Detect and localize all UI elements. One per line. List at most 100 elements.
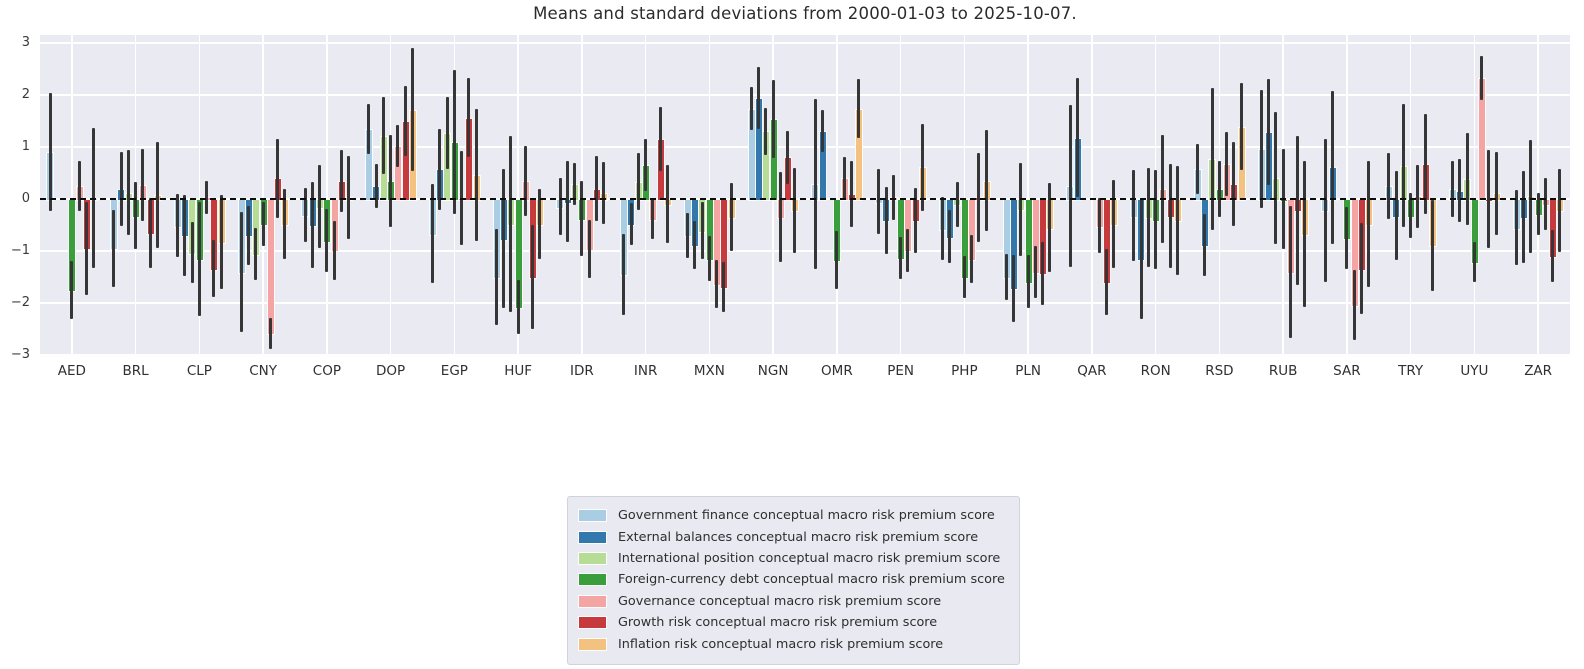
x-tick-label-PEN: PEN: [887, 363, 915, 379]
errorbar-PHP-intl-position: [955, 181, 959, 227]
errorbar-HUF-inflation-risk: [538, 189, 542, 259]
gridline-x-OMR: [836, 35, 838, 355]
errorbar-RUB-inflation-risk: [1303, 160, 1307, 308]
errorbar-NGN-gov-finance: [749, 86, 753, 131]
errorbar-PLN-ext-balances: [1012, 254, 1016, 323]
errorbar-RUB-governance: [1288, 205, 1292, 338]
x-tick-label-RUB: RUB: [1268, 363, 1298, 379]
errorbar-PHP-gov-finance: [941, 197, 945, 260]
errorbar-TRY-growth-risk: [1423, 114, 1427, 215]
errorbar-ZAR-intl-position: [1529, 140, 1533, 253]
errorbar-IDR-ext-balances: [565, 161, 569, 243]
x-tick-label-TRY: TRY: [1398, 363, 1424, 379]
legend-swatch-icon-inflation-risk: [578, 637, 607, 651]
errorbar-PLN-intl-position: [1019, 162, 1023, 257]
errorbar-EGP-governance: [460, 151, 464, 245]
errorbar-RSD-gov-finance: [1196, 144, 1200, 195]
errorbar-EGP-intl-position: [445, 96, 449, 170]
gridline-x-QAR: [1091, 35, 1093, 355]
errorbar-PHP-inflation-risk: [984, 130, 988, 232]
errorbar-INR-inflation-risk: [665, 165, 669, 244]
errorbar-NGN-governance: [778, 172, 782, 262]
x-tick-label-CLP: CLP: [186, 363, 212, 379]
errorbar-PLN-governance: [1033, 245, 1037, 298]
legend-item-gov-finance: Government finance conceptual macro risk…: [578, 505, 1005, 526]
errorbar-UYU-fc-debt: [1472, 242, 1476, 282]
errorbar-NGN-growth-risk: [786, 130, 790, 184]
errorbar-CLP-growth-risk: [212, 240, 216, 298]
legend-swatch-icon-gov-finance: [578, 509, 607, 523]
errorbar-SAR-growth-risk: [1359, 222, 1363, 315]
errorbar-INR-gov-finance: [622, 233, 626, 315]
errorbar-NGN-ext-balances: [757, 66, 761, 130]
errorbar-QAR-inflation-risk: [1112, 179, 1116, 269]
x-tick-label-CNY: CNY: [249, 363, 278, 379]
x-tick-label-PLN: PLN: [1015, 363, 1041, 379]
errorbar-CLP-ext-balances: [183, 194, 187, 276]
gridline-x-CNY: [262, 35, 264, 355]
chart-title: Means and standard deviations from 2000-…: [533, 4, 1077, 23]
gridline-x-MXN: [708, 35, 711, 355]
errorbar-MXN-ext-balances: [693, 221, 697, 270]
errorbar-CLP-inflation-risk: [219, 195, 223, 289]
errorbar-BRL-fc-debt: [134, 181, 138, 250]
errorbar-AED-governance: [77, 161, 81, 211]
errorbar-IDR-growth-risk: [594, 155, 598, 222]
errorbar-IDR-inflation-risk: [602, 161, 606, 224]
errorbar-OMR-gov-finance: [813, 98, 817, 270]
x-tick-label-AED: AED: [57, 363, 86, 379]
y-axis-labels: 3 2 1 0 −1 −2 −3: [0, 35, 34, 362]
errorbar-QAR-gov-finance: [1068, 105, 1072, 267]
errorbar-AED-growth-risk: [84, 201, 88, 296]
errorbar-MXN-growth-risk: [722, 261, 726, 312]
gridline-x-SAR: [1346, 35, 1348, 355]
gridline-x-PHP: [963, 35, 966, 355]
errorbar-PLN-gov-finance: [1004, 253, 1008, 301]
legend-item-governance: Governance conceptual macro risk premium…: [578, 591, 1005, 612]
errorbar-COP-governance: [332, 220, 336, 281]
errorbar-NGN-fc-debt: [771, 79, 775, 158]
errorbar-RUB-intl-position: [1274, 111, 1278, 244]
errorbar-RSD-ext-balances: [1203, 214, 1207, 277]
x-tick-label-HUF: HUF: [504, 363, 533, 379]
errorbar-PEN-fc-debt: [899, 236, 903, 279]
errorbar-HUF-intl-position: [509, 135, 513, 313]
errorbar-ZAR-governance: [1543, 178, 1547, 231]
errorbar-TRY-governance: [1416, 165, 1420, 228]
errorbar-DOP-governance: [396, 125, 400, 167]
legend-item-intl-position: International position conceptual macro …: [578, 548, 1005, 569]
errorbar-INR-ext-balances: [629, 203, 633, 245]
errorbar-UYU-inflation-risk: [1494, 151, 1498, 235]
errorbar-TRY-inflation-risk: [1430, 199, 1434, 292]
errorbar-RON-inflation-risk: [1175, 165, 1179, 275]
y-tick-label--2: −2: [10, 295, 30, 310]
errorbar-TRY-ext-balances: [1394, 170, 1398, 261]
errorbar-DOP-intl-position: [381, 97, 385, 175]
errorbar-CNY-inflation-risk: [283, 189, 287, 259]
errorbar-MXN-gov-finance: [686, 213, 690, 258]
legend-label-ext-balances: External balances conceptual macro risk …: [618, 529, 979, 545]
errorbar-COP-intl-position: [318, 165, 322, 249]
x-tick-label-PHP: PHP: [951, 363, 978, 379]
errorbar-BRL-gov-finance: [112, 209, 116, 287]
x-tick-label-QAR: QAR: [1077, 363, 1107, 379]
legend-label-governance: Governance conceptual macro risk premium…: [618, 593, 942, 609]
x-axis-labels: AED BRL CLP CNY COP DOP EGP HUF IDR INR MXN NGN OMR P…: [40, 363, 1570, 385]
x-tick-label-OMR: OMR: [821, 363, 853, 379]
gridline-y--2: [40, 302, 1570, 304]
gridline-y-3: [40, 42, 1570, 44]
errorbar-PHP-governance: [970, 234, 974, 283]
errorbar-EGP-inflation-risk: [474, 108, 478, 241]
errorbar-UYU-ext-balances: [1458, 158, 1462, 223]
errorbar-PHP-ext-balances: [948, 210, 952, 264]
legend-item-fc-debt: Foreign-currency debt conceptual macro r…: [578, 569, 1005, 590]
errorbar-PEN-intl-position: [891, 175, 895, 220]
errorbar-TRY-gov-finance: [1387, 152, 1391, 220]
errorbar-EGP-gov-finance: [431, 184, 435, 284]
errorbar-RON-governance: [1161, 135, 1165, 244]
gridline-y-2: [40, 94, 1570, 96]
errorbar-DOP-growth-risk: [403, 85, 407, 157]
errorbar-PHP-fc-debt: [962, 256, 966, 298]
errorbar-OMR-fc-debt: [835, 231, 839, 290]
